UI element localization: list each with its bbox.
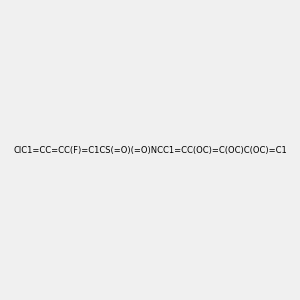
Text: ClC1=CC=CC(F)=C1CS(=O)(=O)NCC1=CC(OC)=C(OC)C(OC)=C1: ClC1=CC=CC(F)=C1CS(=O)(=O)NCC1=CC(OC)=C(… [13, 146, 287, 154]
